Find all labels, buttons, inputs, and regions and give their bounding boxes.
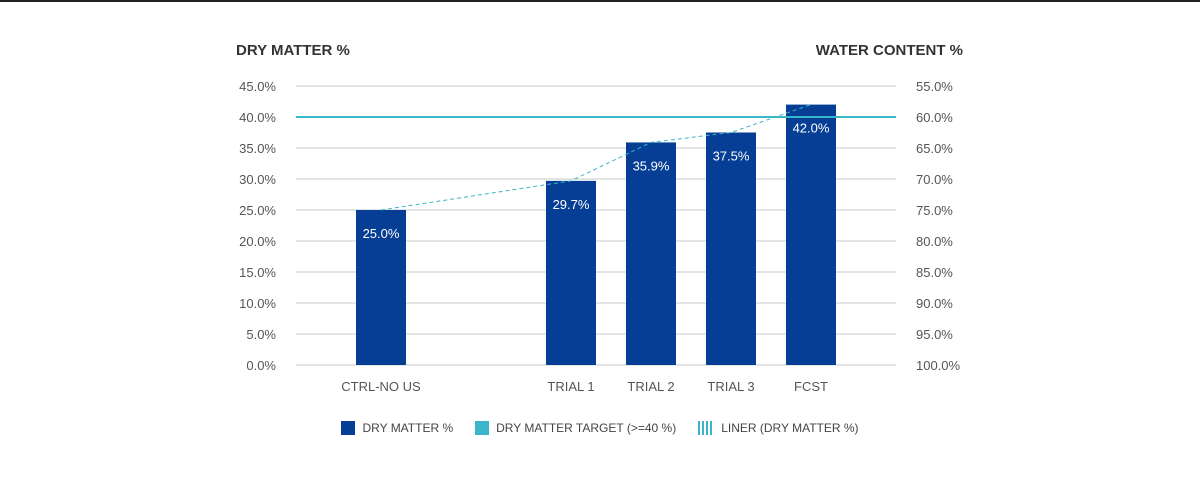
- y-tick-label: 25.0%: [239, 203, 276, 218]
- y-tick-label: 15.0%: [239, 265, 276, 280]
- y-tick-label: 10.0%: [239, 296, 276, 311]
- bar: [356, 210, 406, 365]
- bar-value-label: 35.9%: [633, 158, 670, 173]
- y2-tick-label: 60.0%: [916, 110, 953, 125]
- trend-line-group: [380, 104, 812, 211]
- legend-item-target: DRY MATTER TARGET (>=40 %): [475, 421, 676, 435]
- trend-line: [380, 104, 812, 211]
- y2-tick-label: 75.0%: [916, 203, 953, 218]
- legend-item-dry-matter: DRY MATTER %: [341, 421, 453, 435]
- category-label: CTRL-NO US: [341, 379, 421, 394]
- y2-tick-label: 85.0%: [916, 265, 953, 280]
- category-label: TRIAL 1: [547, 379, 594, 394]
- y2-tick-label: 95.0%: [916, 327, 953, 342]
- y2-tick-label: 100.0%: [916, 358, 961, 373]
- right-axis-ticks: 100.0% 95.0% 90.0% 85.0% 80.0% 75.0% 70.0% 65.0…: [916, 79, 961, 373]
- category-label: TRIAL 2: [627, 379, 674, 394]
- legend: DRY MATTER % DRY MATTER TARGET (>=40 %) …: [0, 421, 1200, 435]
- y2-tick-label: 70.0%: [916, 172, 953, 187]
- y-tick-label: 35.0%: [239, 141, 276, 156]
- legend-label-target: DRY MATTER TARGET (>=40 %): [496, 421, 677, 435]
- y2-tick-label: 65.0%: [916, 141, 953, 156]
- bars: [356, 104, 836, 365]
- left-axis-ticks: 0.0% 5.0% 10.0% 15.0% 20.0% 25.0% 30.0% 35.0% 40…: [239, 79, 276, 373]
- y-tick-label: 5.0%: [246, 327, 276, 342]
- legend-swatch-bar: [341, 421, 356, 435]
- category-label: TRIAL 3: [707, 379, 754, 394]
- bar: [786, 104, 836, 365]
- y2-tick-label: 80.0%: [916, 234, 953, 249]
- bar-value-label: 25.0%: [363, 226, 400, 241]
- legend-label-liner: LINER (DRY MATTER %): [721, 421, 859, 435]
- right-axis-title: WATER CONTENT %: [816, 42, 963, 59]
- bar-value-label: 42.0%: [793, 121, 830, 136]
- bar: [626, 142, 676, 365]
- y2-tick-label: 55.0%: [916, 79, 953, 94]
- data-labels: 25.0% 29.7% 35.9% 37.5% 42.0%: [363, 121, 830, 241]
- y2-tick-label: 90.0%: [916, 296, 953, 311]
- y-tick-label: 0.0%: [246, 358, 276, 373]
- y-tick-label: 30.0%: [239, 172, 276, 187]
- legend-item-liner: LINER (DRY MATTER %): [698, 421, 859, 435]
- category-label: FCST: [794, 379, 828, 394]
- legend-swatch-liner: [698, 421, 715, 435]
- legend-label-dry-matter: DRY MATTER %: [362, 421, 454, 435]
- legend-swatch-target: [475, 421, 490, 435]
- y-tick-label: 45.0%: [239, 79, 276, 94]
- bar-value-label: 37.5%: [713, 149, 750, 164]
- left-axis-title: DRY MATTER %: [236, 42, 350, 59]
- y-tick-label: 40.0%: [239, 110, 276, 125]
- bar-value-label: 29.7%: [553, 197, 590, 212]
- bar: [706, 132, 756, 365]
- bar: [546, 180, 596, 365]
- category-labels: CTRL-NO US TRIAL 1 TRIAL 2 TRIAL 3 FCST: [341, 379, 828, 394]
- y-tick-label: 20.0%: [239, 234, 276, 249]
